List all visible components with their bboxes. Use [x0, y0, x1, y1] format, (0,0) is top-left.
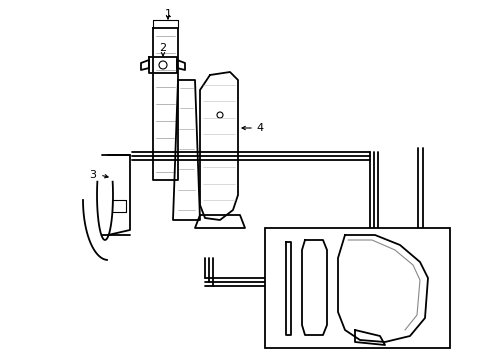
- Text: 9: 9: [284, 337, 291, 347]
- Text: 6: 6: [269, 267, 276, 277]
- Text: 7: 7: [432, 275, 440, 285]
- Text: 3: 3: [89, 170, 96, 180]
- Text: 2: 2: [159, 43, 166, 53]
- Text: 4: 4: [256, 123, 263, 133]
- Text: 5: 5: [274, 291, 281, 301]
- Text: 1: 1: [164, 9, 171, 19]
- Text: 8: 8: [306, 337, 313, 347]
- Bar: [264, 228, 449, 348]
